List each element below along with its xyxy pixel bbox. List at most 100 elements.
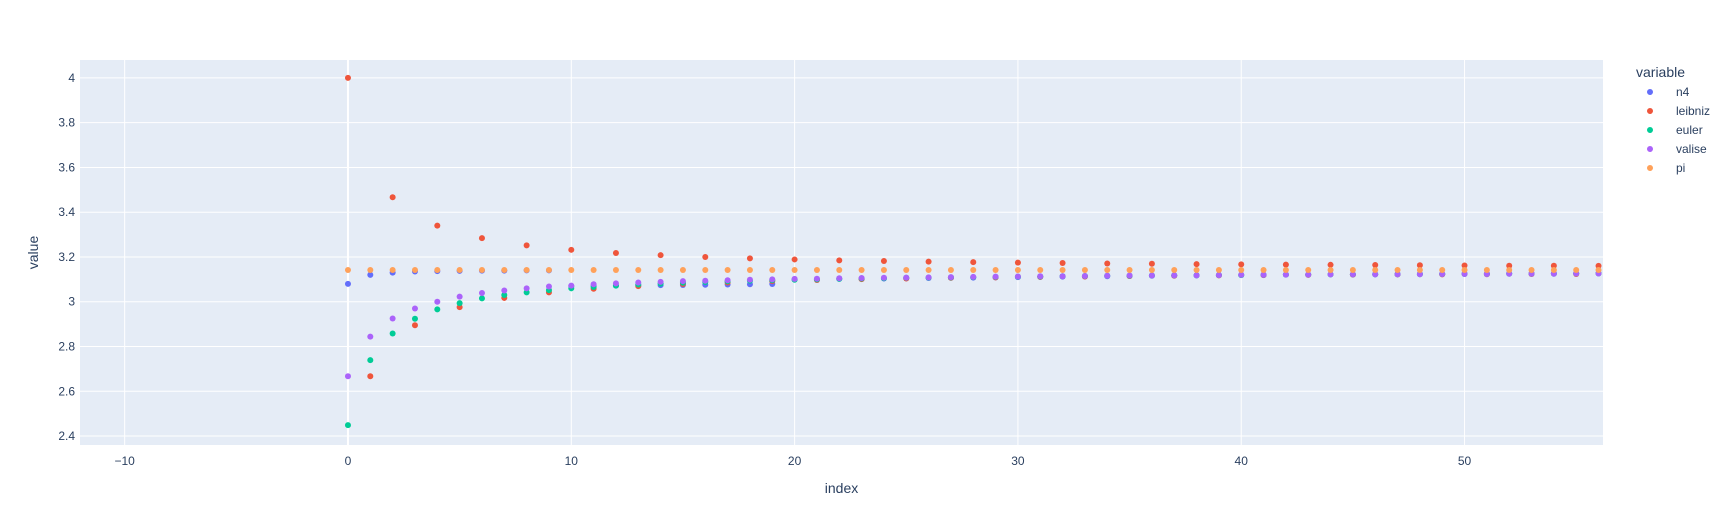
data-point-pi[interactable] <box>635 267 642 274</box>
data-point-leibniz[interactable] <box>612 249 619 256</box>
data-point-valise[interactable] <box>411 305 418 312</box>
data-point-euler[interactable] <box>389 330 396 337</box>
data-point-pi[interactable] <box>1104 267 1111 274</box>
data-point-leibniz[interactable] <box>1014 259 1021 266</box>
data-point-pi[interactable] <box>1439 267 1446 274</box>
data-point-leibniz[interactable] <box>1506 262 1513 269</box>
data-point-leibniz[interactable] <box>657 252 664 259</box>
data-point-valise[interactable] <box>1059 273 1066 280</box>
data-point-leibniz[interactable] <box>1550 262 1557 269</box>
data-point-pi[interactable] <box>791 267 798 274</box>
data-point-pi[interactable] <box>434 267 441 274</box>
data-point-valise[interactable] <box>545 283 552 290</box>
data-point-pi[interactable] <box>1327 267 1334 274</box>
data-point-leibniz[interactable] <box>1059 260 1066 267</box>
data-point-pi[interactable] <box>478 267 485 274</box>
data-point-leibniz[interactable] <box>523 242 530 249</box>
data-point-valise[interactable] <box>1372 271 1379 278</box>
data-point-pi[interactable] <box>1461 267 1468 274</box>
data-point-valise[interactable] <box>612 280 619 287</box>
data-point-pi[interactable] <box>746 267 753 274</box>
data-point-valise[interactable] <box>1215 272 1222 279</box>
data-point-valise[interactable] <box>456 293 463 300</box>
data-point-valise[interactable] <box>1014 273 1021 280</box>
data-point-pi[interactable] <box>724 267 731 274</box>
data-point-pi[interactable] <box>1014 267 1021 274</box>
data-point-pi[interactable] <box>1573 267 1580 274</box>
data-point-valise[interactable] <box>478 290 485 297</box>
data-point-pi[interactable] <box>813 267 820 274</box>
legend[interactable]: variable n4 leibniz euler valise pi <box>1636 64 1710 175</box>
data-point-pi[interactable] <box>1282 267 1289 274</box>
data-point-leibniz[interactable] <box>1104 260 1111 267</box>
data-point-pi[interactable] <box>880 267 887 274</box>
data-point-valise[interactable] <box>523 285 530 292</box>
data-point-pi[interactable] <box>858 267 865 274</box>
data-point-valise[interactable] <box>657 278 664 285</box>
data-point-pi[interactable] <box>389 267 396 274</box>
data-point-pi[interactable] <box>1595 267 1602 274</box>
legend-items[interactable]: n4 leibniz euler valise pi <box>1647 85 1710 175</box>
data-point-euler[interactable] <box>456 300 463 307</box>
data-point-valise[interactable] <box>590 281 597 288</box>
data-point-valise[interactable] <box>635 279 642 286</box>
data-point-pi[interactable] <box>836 267 843 274</box>
data-point-valise[interactable] <box>947 274 954 281</box>
data-point-euler[interactable] <box>478 295 485 302</box>
data-point-pi[interactable] <box>1506 267 1513 274</box>
data-point-euler[interactable] <box>501 292 508 299</box>
data-point-valise[interactable] <box>1305 271 1312 278</box>
data-point-valise[interactable] <box>1037 273 1044 280</box>
data-point-pi[interactable] <box>1126 267 1133 274</box>
data-point-pi[interactable] <box>411 267 418 274</box>
data-point-valise[interactable] <box>389 315 396 322</box>
legend-item-euler[interactable]: euler <box>1647 123 1703 137</box>
data-point-valise[interactable] <box>724 277 731 284</box>
data-point-pi[interactable] <box>501 267 508 274</box>
data-point-pi[interactable] <box>1349 267 1356 274</box>
data-point-pi[interactable] <box>657 267 664 274</box>
data-point-valise[interactable] <box>992 273 999 280</box>
data-point-euler[interactable] <box>411 315 418 322</box>
data-point-leibniz[interactable] <box>1148 260 1155 267</box>
data-point-valise[interactable] <box>1282 271 1289 278</box>
data-point-pi[interactable] <box>568 267 575 274</box>
data-point-pi[interactable] <box>612 267 619 274</box>
data-point-pi[interactable] <box>344 267 351 274</box>
legend-item-leibniz[interactable]: leibniz <box>1647 104 1710 118</box>
data-point-pi[interactable] <box>1528 267 1535 274</box>
data-point-pi[interactable] <box>367 267 374 274</box>
data-point-valise[interactable] <box>880 274 887 281</box>
data-point-valise[interactable] <box>501 287 508 294</box>
data-point-leibniz[interactable] <box>880 258 887 265</box>
data-point-leibniz[interactable] <box>925 258 932 265</box>
data-point-pi[interactable] <box>1215 267 1222 274</box>
data-point-pi[interactable] <box>992 267 999 274</box>
data-point-valise[interactable] <box>836 275 843 282</box>
data-point-valise[interactable] <box>344 373 351 380</box>
data-point-pi[interactable] <box>1148 267 1155 274</box>
data-point-euler[interactable] <box>434 306 441 313</box>
data-point-valise[interactable] <box>1171 272 1178 279</box>
data-point-pi[interactable] <box>1059 267 1066 274</box>
data-point-pi[interactable] <box>925 267 932 274</box>
data-point-pi[interactable] <box>970 267 977 274</box>
data-point-leibniz[interactable] <box>746 255 753 262</box>
data-point-pi[interactable] <box>545 267 552 274</box>
data-point-valise[interactable] <box>1126 272 1133 279</box>
data-point-pi[interactable] <box>702 267 709 274</box>
data-point-leibniz[interactable] <box>344 74 351 81</box>
data-point-pi[interactable] <box>1193 267 1200 274</box>
data-point-pi[interactable] <box>1394 267 1401 274</box>
data-point-leibniz[interactable] <box>1193 261 1200 268</box>
data-point-n4[interactable] <box>367 271 374 278</box>
data-point-leibniz[interactable] <box>1238 261 1245 268</box>
data-point-valise[interactable] <box>925 274 932 281</box>
data-point-pi[interactable] <box>1305 267 1312 274</box>
data-point-pi[interactable] <box>1372 267 1379 274</box>
data-point-pi[interactable] <box>1081 267 1088 274</box>
data-point-pi[interactable] <box>456 267 463 274</box>
data-point-leibniz[interactable] <box>411 322 418 329</box>
data-point-pi[interactable] <box>1238 267 1245 274</box>
data-point-pi[interactable] <box>1171 267 1178 274</box>
